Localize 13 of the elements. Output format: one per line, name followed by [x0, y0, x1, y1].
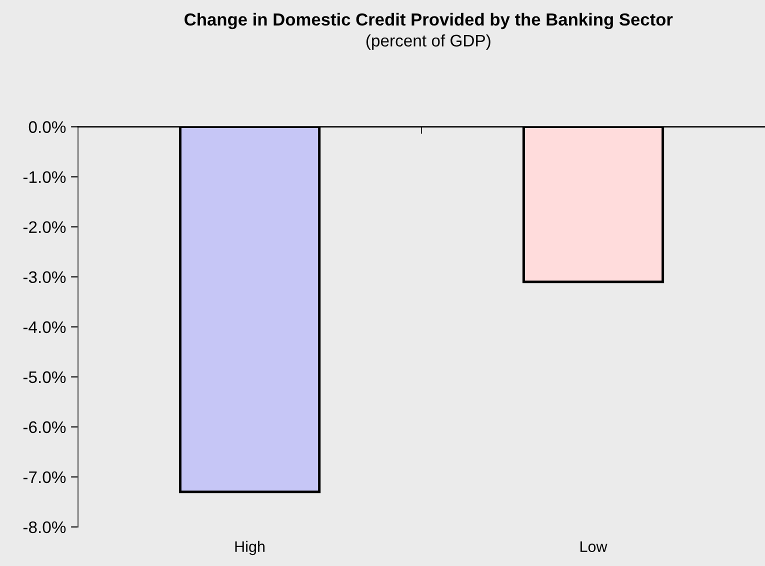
y-tick-label: -3.0%: [23, 271, 66, 284]
y-tick-label: -8.0%: [23, 521, 66, 534]
chart-subtitle: (percent of GDP): [366, 34, 490, 50]
y-tick-label: 0.0%: [28, 121, 66, 133]
chart-title: Change in Domestic Credit Provided by the Banking Sector: [184, 12, 673, 30]
y-tick-label: -7.0%: [23, 471, 66, 484]
y-tick-label: -2.0%: [23, 221, 66, 234]
x-tick-label: Low: [580, 541, 608, 552]
x-tick-label: High: [235, 540, 264, 556]
y-tick-label: -6.0%: [23, 421, 66, 434]
y-tick-label: -1.0%: [23, 171, 66, 184]
y-tick-label: -4.0%: [23, 321, 66, 334]
y-tick-label: -5.0%: [23, 371, 66, 384]
